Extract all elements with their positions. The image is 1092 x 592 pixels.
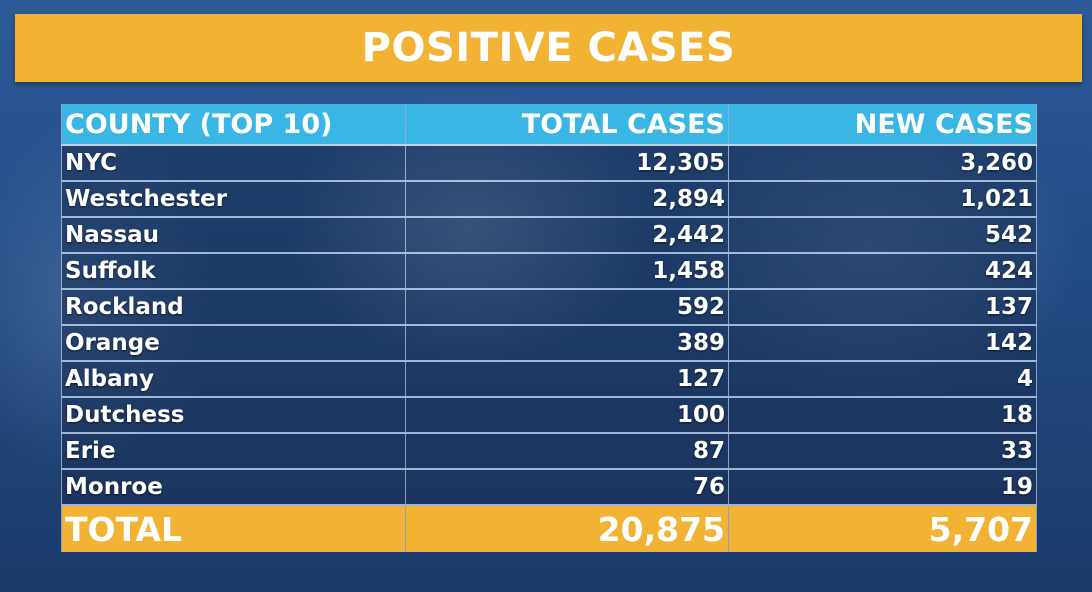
new-cases-cell: 142 [728,325,1037,362]
new-cases-cell: 1,021 [728,181,1037,218]
table-row: Nassau 2,442 542 [61,217,1037,254]
table-row: Erie 87 33 [61,433,1037,470]
county-cell: Nassau [61,217,406,254]
county-cell: Albany [61,361,406,398]
total-cases-cell: 1,458 [405,253,729,290]
total-cases-cell: 592 [405,289,729,326]
table-row: Albany 127 4 [61,361,1037,398]
county-cell: NYC [61,145,406,182]
total-cases-sum: 20,875 [405,505,729,552]
column-header-county: COUNTY (TOP 10) [61,104,406,146]
table-row: Suffolk 1,458 424 [61,253,1037,290]
table-row: Dutchess 100 18 [61,397,1037,434]
county-cell: Westchester [61,181,406,218]
table-row: Orange 389 142 [61,325,1037,362]
total-cases-cell: 100 [405,397,729,434]
county-cell: Erie [61,433,406,470]
county-cell: Monroe [61,469,406,506]
total-row: TOTAL 20,875 5,707 [61,505,1037,552]
new-cases-cell: 33 [728,433,1037,470]
table-row: Westchester 2,894 1,021 [61,181,1037,218]
table-header-row: COUNTY (TOP 10) TOTAL CASES NEW CASES [61,104,1037,146]
new-cases-cell: 4 [728,361,1037,398]
new-cases-cell: 18 [728,397,1037,434]
total-cases-cell: 389 [405,325,729,362]
positive-cases-table: COUNTY (TOP 10) TOTAL CASES NEW CASES NY… [61,104,1037,552]
new-cases-sum: 5,707 [728,505,1037,552]
total-cases-cell: 2,894 [405,181,729,218]
page-title: POSITIVE CASES [361,25,736,71]
new-cases-cell: 424 [728,253,1037,290]
county-cell: Suffolk [61,253,406,290]
county-cell: Rockland [61,289,406,326]
total-cases-cell: 87 [405,433,729,470]
table-row: Monroe 76 19 [61,469,1037,506]
column-header-total-cases: TOTAL CASES [405,104,729,146]
column-header-new-cases: NEW CASES [728,104,1037,146]
table-row: NYC 12,305 3,260 [61,145,1037,182]
total-cases-cell: 127 [405,361,729,398]
total-cases-cell: 76 [405,469,729,506]
table-body: NYC 12,305 3,260 Westchester 2,894 1,021 Nassa… [61,145,1037,506]
county-cell: Dutchess [61,397,406,434]
county-cell: Orange [61,325,406,362]
new-cases-cell: 137 [728,289,1037,326]
total-cases-cell: 2,442 [405,217,729,254]
new-cases-cell: 19 [728,469,1037,506]
new-cases-cell: 542 [728,217,1037,254]
total-cases-cell: 12,305 [405,145,729,182]
table-row: Rockland 592 137 [61,289,1037,326]
total-label: TOTAL [61,505,406,552]
new-cases-cell: 3,260 [728,145,1037,182]
title-banner: POSITIVE CASES [15,14,1082,82]
